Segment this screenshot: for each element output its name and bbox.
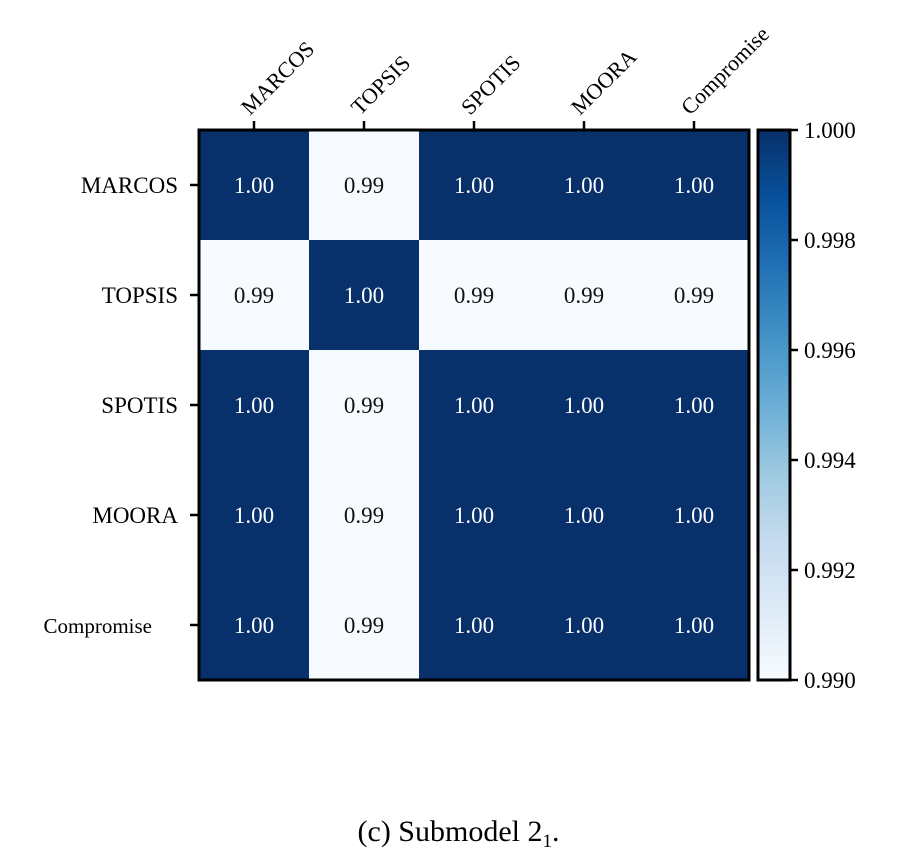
figure-caption: (c) Submodel 21. bbox=[0, 815, 917, 853]
heatmap-cell bbox=[199, 240, 309, 350]
heatmap-cell bbox=[309, 130, 419, 240]
cell-value-label: 1.00 bbox=[454, 173, 494, 198]
cell-value-label: 1.00 bbox=[454, 393, 494, 418]
cell-value-label: 1.00 bbox=[674, 393, 714, 418]
heatmap-cell bbox=[309, 350, 419, 460]
heatmap-cell bbox=[419, 570, 529, 680]
heatmap-cell bbox=[309, 460, 419, 570]
heatmap-cell bbox=[639, 570, 749, 680]
heatmap-cell bbox=[639, 460, 749, 570]
cell-value-label: 1.00 bbox=[454, 503, 494, 528]
column-label: TOPSIS bbox=[346, 50, 415, 119]
heatmap-cell bbox=[199, 130, 309, 240]
heatmap-cell bbox=[639, 350, 749, 460]
row-label: MOORA bbox=[92, 503, 178, 528]
cell-value-label: 0.99 bbox=[674, 283, 714, 308]
colorbar-tick-label: 0.998 bbox=[804, 228, 856, 253]
column-label: SPOTIS bbox=[456, 50, 526, 120]
caption-suffix: . bbox=[551, 815, 560, 848]
cell-value-label: 1.00 bbox=[564, 173, 604, 198]
cell-value-label: 0.99 bbox=[564, 283, 604, 308]
heatmap-cell-labels: 1.00 0.99 1.00 1.00 1.00 0.99 1.00 0.99 0.99 0.99… bbox=[234, 173, 714, 638]
heatmap-cell bbox=[309, 570, 419, 680]
cell-value-label: 1.00 bbox=[674, 173, 714, 198]
heatmap-cell bbox=[199, 460, 309, 570]
colorbar-tick-label: 1.000 bbox=[804, 118, 856, 143]
caption-subscript: 1 bbox=[542, 831, 552, 852]
cell-value-label: 1.00 bbox=[234, 613, 274, 638]
colorbar-tick-label: 0.992 bbox=[804, 558, 856, 583]
cell-value-label: 0.99 bbox=[454, 283, 494, 308]
row-label: SPOTIS bbox=[101, 393, 178, 418]
cell-value-label: 1.00 bbox=[674, 503, 714, 528]
cell-value-label: 1.00 bbox=[564, 613, 604, 638]
cell-value-label: 1.00 bbox=[564, 503, 604, 528]
cell-value-label: 0.99 bbox=[344, 393, 384, 418]
row-label: MARCOS bbox=[81, 173, 178, 198]
heatmap-cell bbox=[419, 350, 529, 460]
heatmap-cell bbox=[309, 240, 419, 350]
colorbar-tick-label: 0.996 bbox=[804, 338, 856, 363]
column-label: Compromise bbox=[676, 21, 774, 119]
cell-value-label: 1.00 bbox=[564, 393, 604, 418]
heatmap-cell bbox=[639, 130, 749, 240]
heatmap-cell bbox=[199, 350, 309, 460]
heatmap-chart: 1.00 0.99 1.00 1.00 1.00 0.99 1.00 0.99 0.99 0.99… bbox=[44, 21, 857, 693]
column-ticks: MARCOS TOPSIS SPOTIS MOORA Compromise bbox=[236, 21, 774, 130]
heatmap-cell bbox=[529, 130, 639, 240]
column-label: MOORA bbox=[566, 44, 642, 120]
cell-value-label: 0.99 bbox=[344, 503, 384, 528]
cell-value-label: 1.00 bbox=[674, 613, 714, 638]
colorbar-tick-label: 0.990 bbox=[804, 668, 856, 693]
cell-value-label: 0.99 bbox=[344, 173, 384, 198]
cell-value-label: 1.00 bbox=[234, 173, 274, 198]
heatmap-cells bbox=[199, 130, 749, 680]
cell-value-label: 1.00 bbox=[234, 393, 274, 418]
heatmap-cell bbox=[419, 460, 529, 570]
caption-prefix: (c) Submodel 2 bbox=[357, 815, 543, 848]
cell-value-label: 1.00 bbox=[344, 283, 384, 308]
cell-value-label: 0.99 bbox=[344, 613, 384, 638]
heatmap-cell bbox=[529, 570, 639, 680]
heatmap-cell bbox=[529, 460, 639, 570]
heatmap-cell bbox=[639, 240, 749, 350]
row-label: Compromise bbox=[44, 614, 153, 638]
colorbar-ticks: 1.000 0.998 0.996 0.994 0.992 0.990 bbox=[790, 118, 856, 693]
heatmap-cell bbox=[529, 350, 639, 460]
cell-value-label: 1.00 bbox=[454, 613, 494, 638]
heatmap-cell bbox=[419, 240, 529, 350]
heatmap-cell bbox=[419, 130, 529, 240]
colorbar bbox=[756, 128, 792, 682]
cell-value-label: 1.00 bbox=[234, 503, 274, 528]
heatmap-cell bbox=[529, 240, 639, 350]
column-label: MARCOS bbox=[236, 36, 319, 119]
row-ticks: MARCOS TOPSIS SPOTIS MOORA Compromise bbox=[44, 173, 199, 638]
heatmap-cell bbox=[199, 570, 309, 680]
colorbar-tick-label: 0.994 bbox=[804, 448, 856, 473]
cell-value-label: 0.99 bbox=[234, 283, 274, 308]
row-label: TOPSIS bbox=[102, 283, 178, 308]
